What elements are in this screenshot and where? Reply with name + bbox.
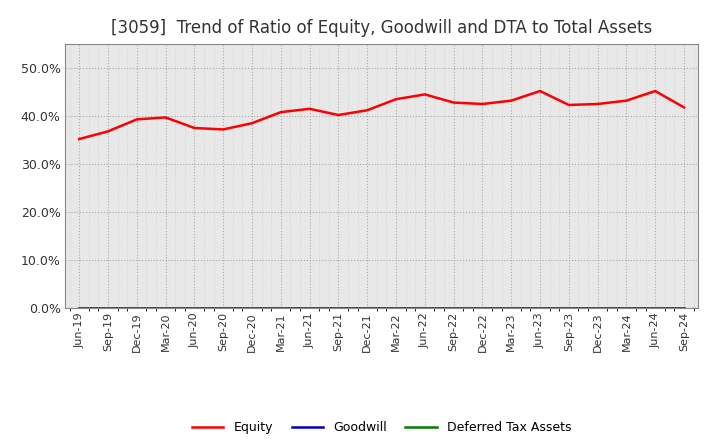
- Equity: [478, 101, 487, 106]
- Equity: [104, 129, 112, 134]
- Deferred Tax Assets: [276, 305, 285, 311]
- Equity: [363, 108, 372, 113]
- Equity: [161, 115, 170, 120]
- Goodwill: [507, 305, 516, 311]
- Goodwill: [449, 305, 458, 311]
- Equity: [305, 106, 314, 111]
- Equity: [334, 112, 343, 117]
- Goodwill: [190, 305, 199, 311]
- Deferred Tax Assets: [305, 305, 314, 311]
- Deferred Tax Assets: [478, 305, 487, 311]
- Goodwill: [305, 305, 314, 311]
- Deferred Tax Assets: [536, 305, 544, 311]
- Goodwill: [276, 305, 285, 311]
- Goodwill: [219, 305, 228, 311]
- Line: Equity: Equity: [79, 91, 684, 139]
- Goodwill: [161, 305, 170, 311]
- Goodwill: [536, 305, 544, 311]
- Deferred Tax Assets: [593, 305, 602, 311]
- Goodwill: [651, 305, 660, 311]
- Equity: [392, 96, 400, 102]
- Goodwill: [248, 305, 256, 311]
- Goodwill: [392, 305, 400, 311]
- Deferred Tax Assets: [363, 305, 372, 311]
- Equity: [420, 92, 429, 97]
- Goodwill: [420, 305, 429, 311]
- Equity: [622, 98, 631, 103]
- Equity: [507, 98, 516, 103]
- Goodwill: [478, 305, 487, 311]
- Deferred Tax Assets: [564, 305, 573, 311]
- Deferred Tax Assets: [392, 305, 400, 311]
- Goodwill: [75, 305, 84, 311]
- Deferred Tax Assets: [680, 305, 688, 311]
- Deferred Tax Assets: [334, 305, 343, 311]
- Equity: [75, 136, 84, 142]
- Goodwill: [104, 305, 112, 311]
- Goodwill: [564, 305, 573, 311]
- Equity: [248, 121, 256, 126]
- Deferred Tax Assets: [507, 305, 516, 311]
- Equity: [536, 88, 544, 94]
- Deferred Tax Assets: [420, 305, 429, 311]
- Legend: Equity, Goodwill, Deferred Tax Assets: Equity, Goodwill, Deferred Tax Assets: [187, 416, 576, 439]
- Equity: [593, 101, 602, 106]
- Equity: [564, 103, 573, 108]
- Deferred Tax Assets: [75, 305, 84, 311]
- Deferred Tax Assets: [651, 305, 660, 311]
- Equity: [680, 105, 688, 110]
- Equity: [219, 127, 228, 132]
- Equity: [132, 117, 141, 122]
- Goodwill: [680, 305, 688, 311]
- Deferred Tax Assets: [190, 305, 199, 311]
- Equity: [190, 125, 199, 131]
- Title: [3059]  Trend of Ratio of Equity, Goodwill and DTA to Total Assets: [3059] Trend of Ratio of Equity, Goodwil…: [111, 19, 652, 37]
- Deferred Tax Assets: [161, 305, 170, 311]
- Goodwill: [363, 305, 372, 311]
- Deferred Tax Assets: [622, 305, 631, 311]
- Deferred Tax Assets: [104, 305, 112, 311]
- Deferred Tax Assets: [132, 305, 141, 311]
- Equity: [449, 100, 458, 105]
- Deferred Tax Assets: [219, 305, 228, 311]
- Goodwill: [132, 305, 141, 311]
- Equity: [651, 88, 660, 94]
- Goodwill: [334, 305, 343, 311]
- Equity: [276, 110, 285, 115]
- Deferred Tax Assets: [449, 305, 458, 311]
- Goodwill: [622, 305, 631, 311]
- Goodwill: [593, 305, 602, 311]
- Deferred Tax Assets: [248, 305, 256, 311]
